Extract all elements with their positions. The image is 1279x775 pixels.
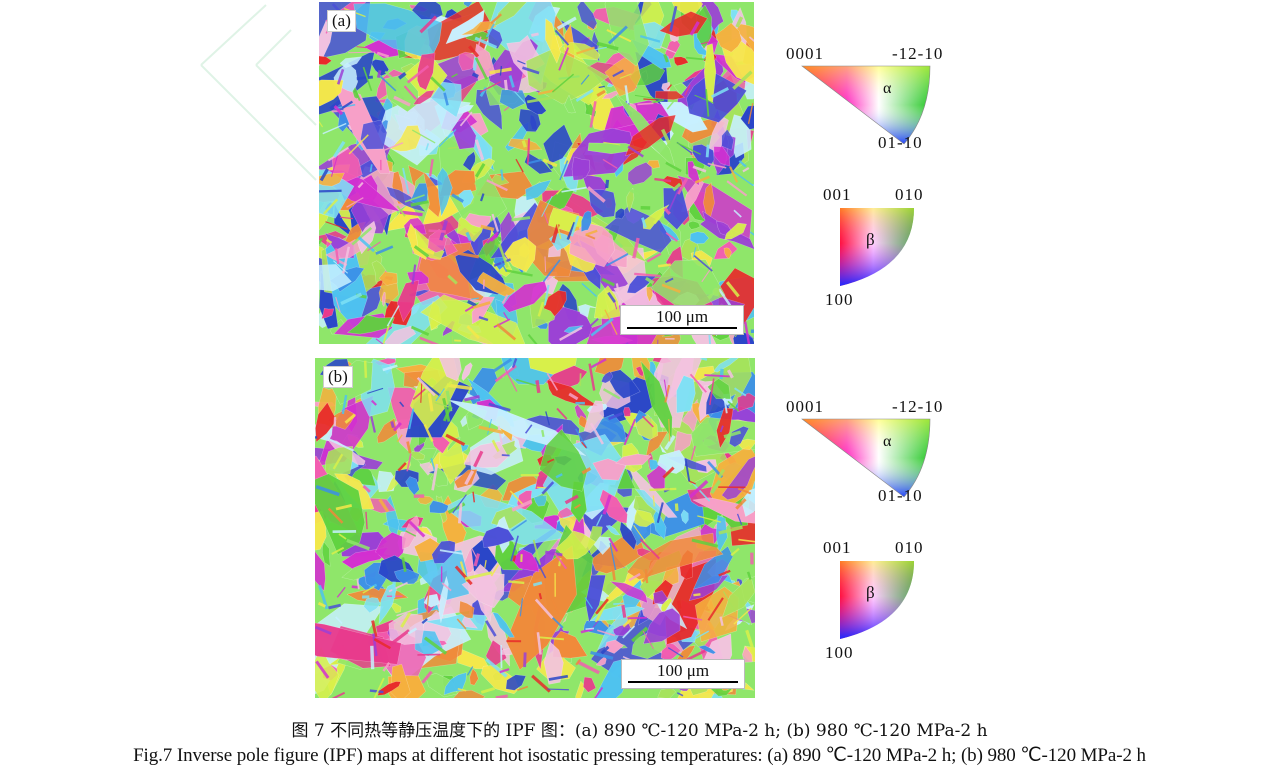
beta-key-triangle <box>840 561 914 639</box>
panel-label-b: (b) <box>323 366 353 388</box>
alpha-key-symbol: α <box>883 80 893 97</box>
beta-key-symbol: β <box>866 583 876 602</box>
scale-bar-line-a <box>627 327 737 329</box>
ipf-map-panel-a: (a) 100 μm <box>319 2 754 344</box>
beta-key-label-001: 001 <box>823 185 852 204</box>
alpha-key-label-12-10: -12-10 <box>892 397 944 416</box>
beta-key-label-001: 001 <box>823 538 852 557</box>
alpha-key-label-0001: 0001 <box>786 44 824 63</box>
alpha-key-label-12-10: -12-10 <box>892 44 944 63</box>
alpha-key-triangle <box>801 418 931 498</box>
beta-key-label-010: 010 <box>895 185 924 204</box>
scale-bar-b: 100 μm <box>621 659 745 689</box>
ipf-map-image-a <box>319 2 754 344</box>
alpha-key-label-01-10: 01-10 <box>878 133 923 152</box>
scale-bar-label-a: 100 μm <box>655 307 709 326</box>
figure-caption-english: Fig.7 Inverse pole figure (IPF) maps at … <box>133 745 1146 766</box>
scale-bar-line-b <box>628 681 738 683</box>
beta-key-label-100: 100 <box>825 643 854 662</box>
scale-bar-a: 100 μm <box>620 305 744 335</box>
beta-key-label-010: 010 <box>895 538 924 557</box>
alpha-key-symbol: α <box>883 433 893 450</box>
beta-key-triangle <box>840 208 914 286</box>
alpha-key-label-0001: 0001 <box>786 397 824 416</box>
ipf-map-panel-b: (b) 100 μm <box>315 358 755 698</box>
background-decoration <box>200 4 317 181</box>
beta-key-label-100: 100 <box>825 290 854 309</box>
alpha-key-triangle <box>801 65 931 145</box>
figure-caption-chinese: 图 7 不同热等静压温度下的 IPF 图：(a) 890 ℃-120 MPa-2… <box>291 721 988 741</box>
ipf-map-image-b <box>315 358 755 698</box>
panel-label-a: (a) <box>327 10 356 32</box>
scale-bar-label-b: 100 μm <box>656 661 710 680</box>
alpha-key-label-01-10: 01-10 <box>878 486 923 505</box>
beta-key-symbol: β <box>866 230 876 249</box>
